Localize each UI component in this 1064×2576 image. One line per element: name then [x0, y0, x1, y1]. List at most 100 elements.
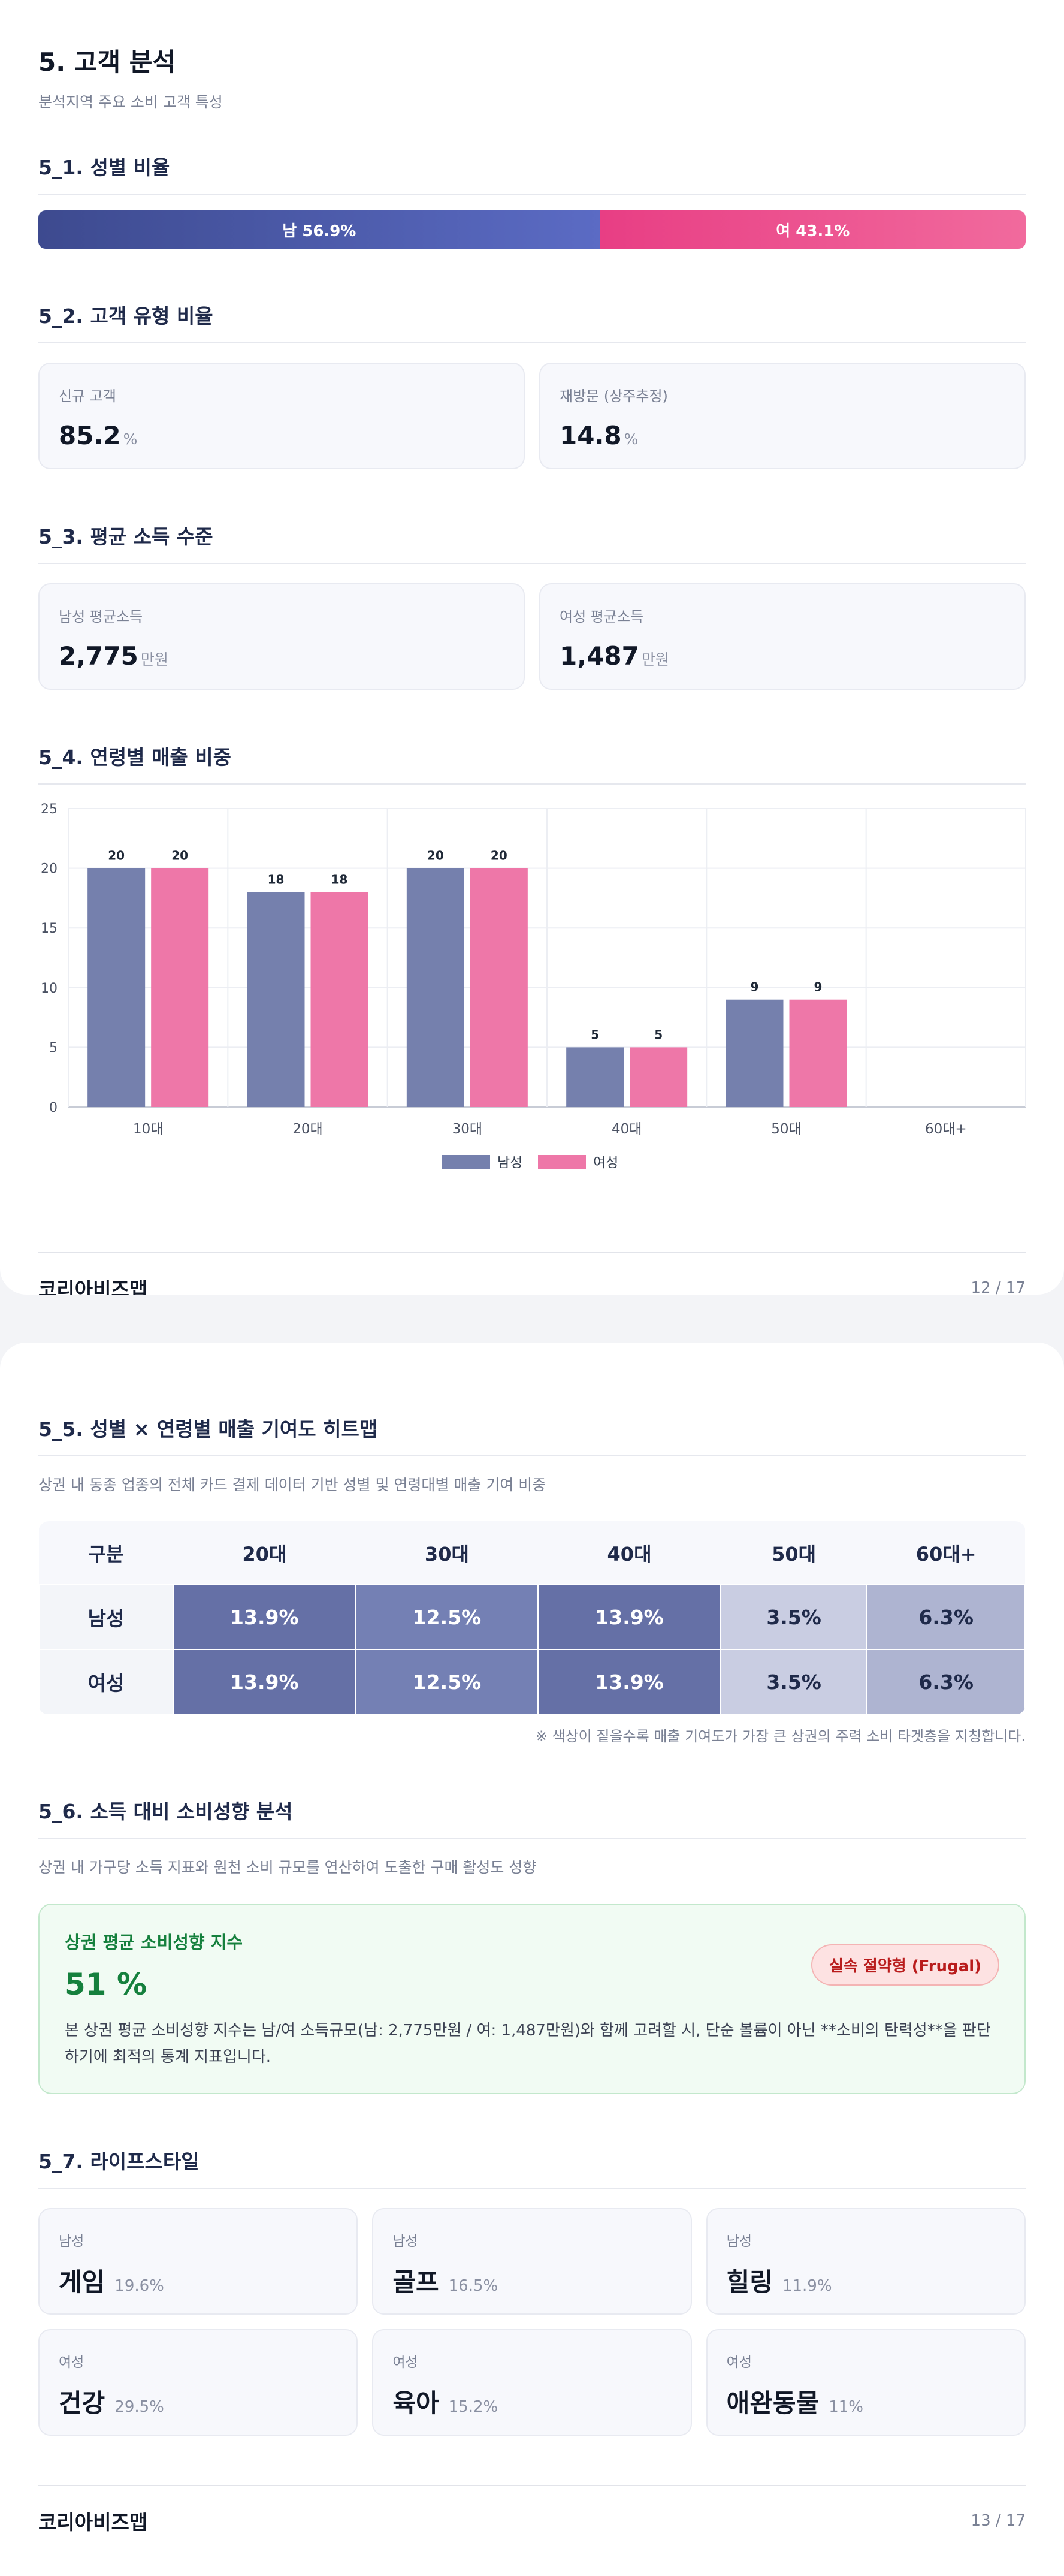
return-customer-card: 재방문 (상주추정) 14.8%	[539, 363, 1026, 469]
data-label: 20	[108, 849, 125, 863]
heatmap-note: ※ 색상이 짙을수록 매출 기여도가 가장 큰 상권의 주력 소비 타겟층을 지…	[535, 1728, 1026, 1745]
heatmap-cell: 13.9%	[173, 1649, 356, 1715]
male-income-unit: 만원	[140, 651, 168, 668]
female-ratio-segment: 여 43.1%	[600, 210, 1026, 249]
y-tick-label: 5	[49, 1040, 58, 1055]
return-customer-unit: %	[624, 430, 639, 448]
heatmap-row-label: 남성	[38, 1584, 174, 1650]
new-customer-unit: %	[123, 430, 138, 448]
lifestyle-heading: 5_7. 라이프스타일	[38, 2146, 1026, 2189]
footer-brand: 코리아비즈맵	[38, 1278, 148, 1295]
propensity-index-title: 상권 평균 소비성향 지수	[65, 1932, 243, 1953]
bar-female	[151, 868, 209, 1107]
bar-female	[310, 892, 368, 1107]
bar-male	[406, 868, 464, 1107]
female-income-label: 여성 평균소득	[560, 608, 644, 625]
lifestyle-name: 육아	[392, 2388, 439, 2418]
data-label: 5	[654, 1027, 663, 1042]
bar-female	[630, 1047, 688, 1107]
male-income-card: 남성 평균소득 2,775 만원	[38, 583, 525, 690]
heatmap-header-row: 구분 20대 30대 40대 50대 60대+	[39, 1521, 1025, 1585]
lifestyle-card: 남성 힐링 11.9%	[706, 2208, 1026, 2315]
legend-label: 남성	[497, 1155, 522, 1171]
heatmap-cell: 3.5%	[720, 1649, 868, 1715]
data-label: 18	[331, 872, 348, 886]
y-tick-label: 15	[41, 921, 58, 936]
male-income-value: 2,775	[59, 641, 138, 671]
heatmap-cell: 12.5%	[355, 1584, 539, 1650]
heatmap-col-header: 50대	[720, 1521, 867, 1585]
heatmap-col-header: 60대+	[867, 1521, 1025, 1585]
lifestyle-percent: 29.5%	[114, 2398, 164, 2416]
bar-male	[726, 999, 784, 1107]
heatmap-row-label: 여성	[38, 1649, 174, 1715]
heatmap-col-header: 구분	[39, 1521, 173, 1585]
lifestyle-gender: 남성	[726, 2234, 752, 2249]
lifestyle-card: 여성 애완동물 11%	[706, 2329, 1026, 2436]
heatmap-cell: 6.3%	[866, 1649, 1026, 1715]
data-label: 20	[171, 849, 188, 863]
heatmap-cell: 6.3%	[866, 1584, 1026, 1650]
income-heading: 5_3. 평균 소득 수준	[38, 521, 1026, 564]
bar-female	[470, 868, 528, 1107]
x-tick-label: 50대	[771, 1121, 801, 1137]
female-income-card: 여성 평균소득 1,487 만원	[539, 583, 1026, 690]
report-page-12: 5. 고객 분석 분석지역 주요 소비 고객 특성 5_1. 성별 비율 남 5…	[0, 0, 1064, 1295]
lifestyle-grid: 남성 게임 19.6% 남성 골프 16.5% 남성 힐링 11.9% 여성 건강 29.5% 여성 육아…	[38, 2208, 1026, 2436]
footer-brand: 코리아비즈맵	[38, 2511, 148, 2534]
bar-female	[789, 999, 847, 1107]
heatmap-description: 상권 내 동종 업종의 전체 카드 결제 데이터 기반 성별 및 연령대별 매출…	[38, 1476, 546, 1494]
page-number: 12 / 17	[971, 1279, 1026, 1295]
return-customer-value: 14.8	[560, 421, 622, 450]
section-title: 5. 고객 분석	[38, 47, 176, 77]
bar-male	[87, 868, 146, 1107]
lifestyle-percent: 19.6%	[114, 2277, 164, 2295]
y-tick-label: 0	[49, 1100, 58, 1115]
propensity-type-badge: 실속 절약형 (Frugal)	[811, 1944, 999, 1986]
heatmap-cell: 13.9%	[173, 1584, 356, 1650]
female-income-value: 1,487	[560, 641, 639, 671]
heatmap-col-header: 30대	[355, 1521, 539, 1585]
lifestyle-name: 힐링	[726, 2267, 773, 2297]
legend-swatch	[442, 1155, 490, 1169]
heatmap-table: 구분 20대 30대 40대 50대 60대+ 남성 13.9% 12.5% 13.9% 3.5%…	[38, 1521, 1026, 1715]
propensity-heading: 5_6. 소득 대비 소비성향 분석	[38, 1796, 1026, 1839]
customer-type-cards: 신규 고객 85.2% 재방문 (상주추정) 14.8%	[38, 363, 1026, 469]
propensity-description: 상권 내 가구당 소득 지표와 원천 소비 규모를 연산하여 도출한 구매 활성…	[38, 1859, 537, 1876]
heatmap-row: 남성 13.9% 12.5% 13.9% 3.5% 6.3%	[38, 1584, 1026, 1650]
x-tick-label: 10대	[133, 1121, 163, 1137]
lifestyle-percent: 15.2%	[448, 2398, 498, 2416]
lifestyle-gender: 여성	[59, 2355, 84, 2370]
lifestyle-name: 건강	[59, 2388, 105, 2418]
gender-ratio-bar: 남 56.9% 여 43.1%	[38, 210, 1026, 249]
lifestyle-name: 골프	[392, 2267, 439, 2297]
lifestyle-name: 애완동물	[726, 2388, 820, 2418]
legend-label: 여성	[593, 1155, 618, 1171]
heatmap-row: 여성 13.9% 12.5% 13.9% 3.5% 6.3%	[38, 1649, 1026, 1715]
lifestyle-name: 게임	[59, 2267, 105, 2297]
heatmap-cell: 13.9%	[537, 1649, 721, 1715]
lifestyle-card: 남성 골프 16.5%	[372, 2208, 692, 2315]
income-cards: 남성 평균소득 2,775 만원 여성 평균소득 1,487 만원	[38, 583, 1026, 690]
data-label: 20	[491, 849, 507, 863]
lifestyle-card: 남성 게임 19.6%	[38, 2208, 358, 2315]
page-footer: 코리아비즈맵 13 / 17	[38, 2485, 1026, 2556]
report-page-13: 5_5. 성별 × 연령별 매출 기여도 히트맵 상권 내 동종 업종의 전체 …	[0, 1343, 1064, 2576]
lifestyle-percent: 11%	[829, 2398, 864, 2416]
gender-ratio-heading: 5_1. 성별 비율	[38, 152, 1026, 195]
x-tick-label: 40대	[612, 1121, 642, 1137]
propensity-index-value: 51 %	[65, 1967, 147, 2002]
heatmap-col-header: 40대	[538, 1521, 721, 1585]
page-number: 13 / 17	[971, 2512, 1026, 2530]
return-customer-label: 재방문 (상주추정)	[560, 388, 668, 405]
y-tick-label: 25	[41, 803, 58, 817]
heatmap-heading: 5_5. 성별 × 연령별 매출 기여도 히트맵	[38, 1413, 1026, 1456]
data-label: 5	[591, 1027, 599, 1042]
new-customer-label: 신규 고객	[59, 388, 116, 405]
new-customer-value: 85.2	[59, 421, 121, 450]
lifestyle-gender: 여성	[392, 2355, 418, 2370]
age-sales-heading: 5_4. 연령별 매출 비중	[38, 741, 1026, 785]
heatmap-cell: 3.5%	[720, 1584, 868, 1650]
